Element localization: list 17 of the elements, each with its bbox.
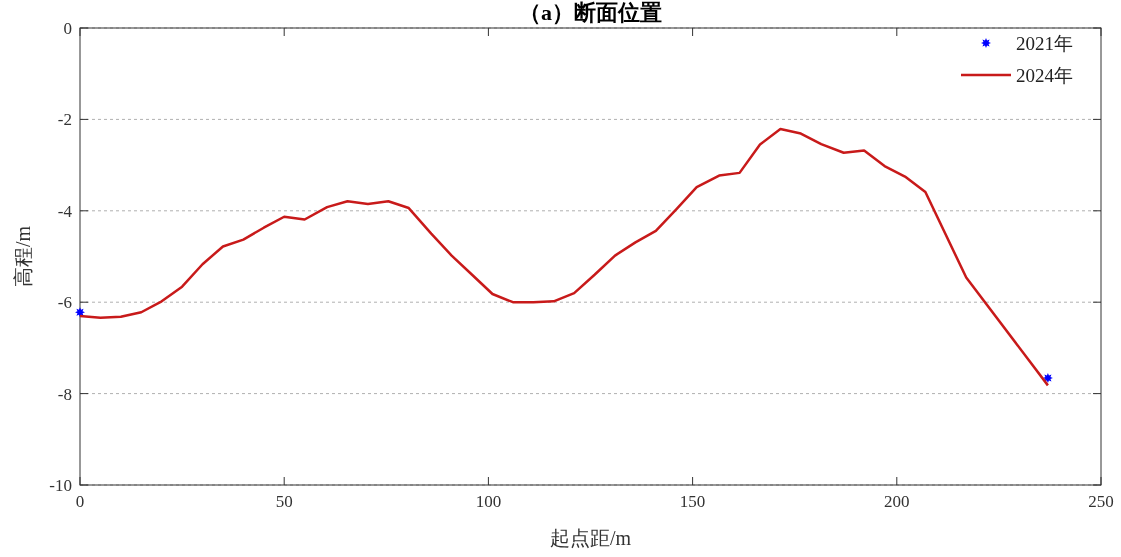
x-tick-label: 150 — [679, 492, 706, 511]
x-tick-label: 250 — [1088, 492, 1114, 511]
x-tick-label: 50 — [275, 492, 293, 511]
y-tick-label: -10 — [49, 476, 72, 495]
x-axis-title: 起点距/m — [549, 527, 632, 549]
y-tick-label: 0 — [63, 19, 72, 38]
y-tick-label: -4 — [57, 201, 73, 221]
y-tick-label: -8 — [57, 384, 72, 404]
legend-label: 2021年 — [1016, 33, 1073, 54]
x-tick-label: 0 — [75, 492, 85, 511]
x-tick-label: 100 — [475, 492, 502, 511]
y-tick-label: -2 — [57, 110, 72, 130]
y-tick-label: -6 — [57, 293, 72, 313]
legend-label: 2024年 — [1016, 65, 1073, 86]
y-axis-title: 高程/m — [12, 225, 34, 288]
x-tick-label: 200 — [884, 492, 910, 511]
chart-title: （a）断面位置 — [519, 0, 662, 25]
